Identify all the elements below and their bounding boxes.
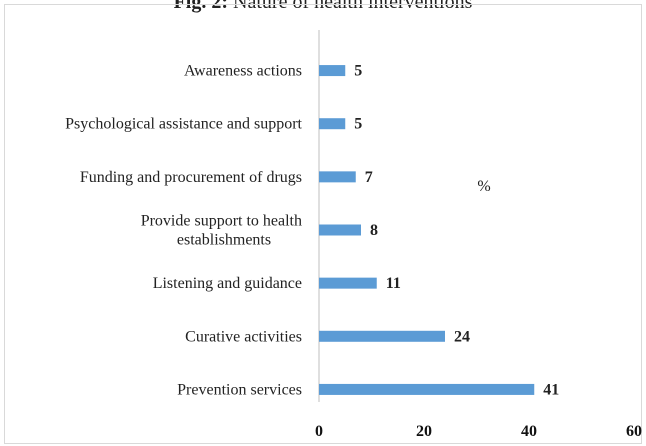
data-label: 11 (386, 275, 401, 292)
chart-title-prefix: Fig. 2: (173, 0, 229, 13)
category-label: Curative activities (185, 328, 302, 345)
bar (319, 383, 535, 395)
bar (319, 330, 445, 342)
data-label: 5 (354, 116, 362, 133)
chart-frame (4, 4, 642, 444)
bar (319, 171, 356, 183)
bar (319, 118, 346, 130)
data-label: 24 (454, 328, 470, 345)
unit-label: % (477, 178, 490, 195)
x-tick-label: 20 (416, 423, 432, 440)
category-label: Provide support to health establishments (141, 213, 302, 249)
bar (319, 224, 361, 236)
x-tick-label: 40 (521, 423, 537, 440)
category-label: Listening and guidance (153, 275, 302, 292)
category-label: Psychological assistance and support (65, 116, 302, 133)
x-tick-label: 0 (315, 423, 323, 440)
data-label: 5 (354, 63, 362, 80)
category-label: Awareness actions (184, 63, 302, 80)
category-label: Funding and procurement of drugs (80, 169, 302, 186)
category-label: Prevention services (177, 381, 302, 398)
chart-title: Fig. 2: Nature of health interventions (0, 0, 646, 14)
bar (319, 65, 346, 77)
data-label: 41 (543, 381, 559, 398)
data-label: 7 (365, 169, 373, 186)
bar (319, 277, 377, 289)
x-tick-label: 60 (626, 423, 642, 440)
chart-title-text: Nature of health interventions (233, 0, 473, 13)
data-label: 8 (370, 222, 378, 239)
